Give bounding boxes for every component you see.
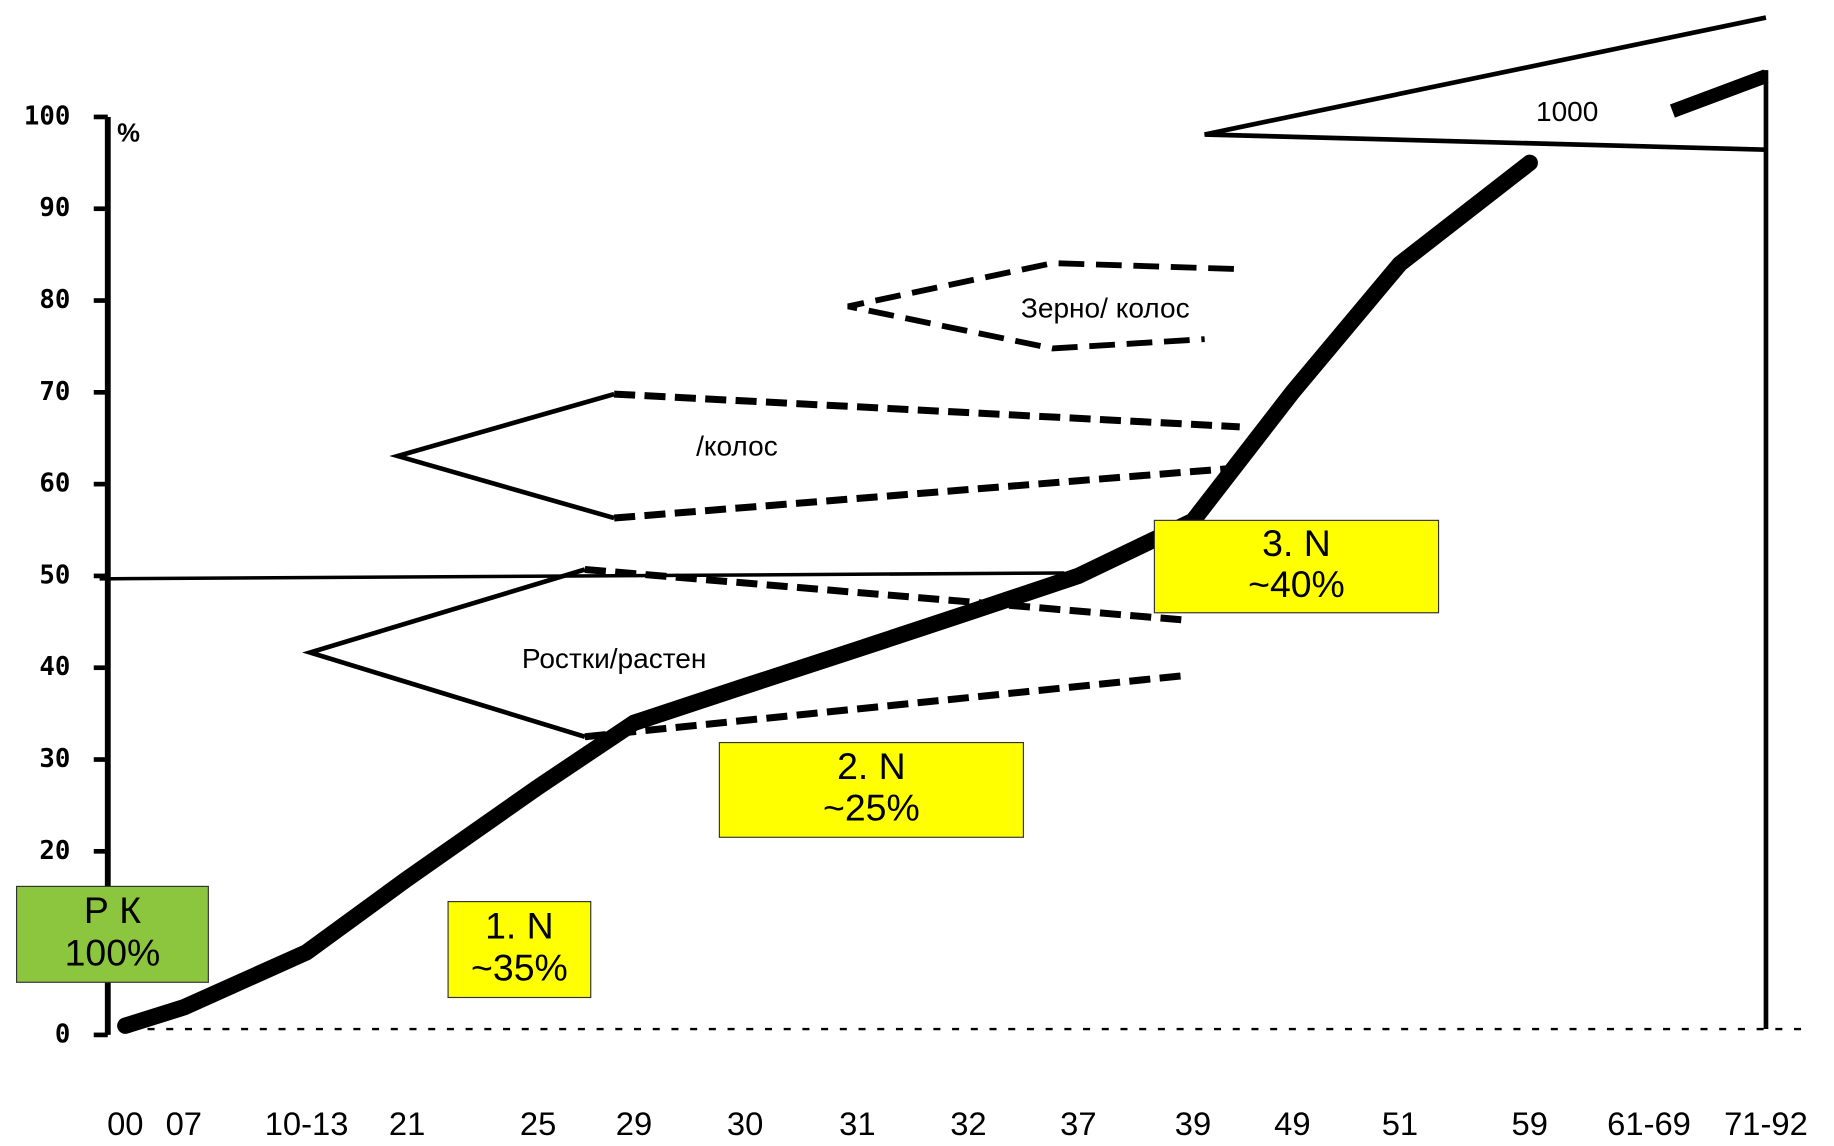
annotation: /колос (696, 430, 778, 461)
x-tick-label: 29 (616, 1105, 652, 1142)
info-box-text: ~35% (471, 947, 568, 989)
annotation: Ростки/растен (522, 643, 707, 674)
wedge (398, 394, 614, 518)
page: {"chart_data": {"type": "line", "y_unit"… (0, 0, 1834, 1146)
wedge-thick (1672, 76, 1766, 111)
wedge (1205, 18, 1766, 150)
x-tick-label: 39 (1175, 1105, 1211, 1142)
x-tick-label: 37 (1060, 1105, 1096, 1142)
info-box-text: 3. N (1262, 522, 1331, 564)
y-tick-label: 0 (55, 1019, 70, 1049)
y-tick-label: 30 (39, 744, 70, 774)
y-tick-label: 20 (39, 836, 70, 866)
annotation: 1000 (1536, 96, 1598, 127)
x-tick-label: 00 (107, 1105, 143, 1142)
x-tick-label: 71-92 (1724, 1105, 1808, 1142)
x-tick-label: 49 (1274, 1105, 1310, 1142)
reference-line (100, 573, 1065, 579)
info-box-text: ~40% (1248, 563, 1345, 605)
y-tick-label: 70 (39, 377, 70, 407)
annotation: Зерно/ колос (1021, 292, 1190, 323)
y-tick-label: 80 (39, 285, 70, 315)
info-box-text: 100% (65, 931, 161, 973)
x-tick-label: 51 (1382, 1105, 1418, 1142)
info-box-text: ~25% (823, 787, 920, 829)
info-box-text: 2. N (837, 745, 906, 787)
x-tick-label: 07 (166, 1105, 202, 1142)
x-tick-label: 32 (950, 1105, 986, 1142)
x-tick-label: 61-69 (1607, 1105, 1691, 1142)
x-tick-label: 10-13 (265, 1105, 349, 1142)
y-tick-label: 50 (39, 560, 70, 590)
x-tick-label: 30 (727, 1105, 763, 1142)
y-tick-label: 40 (39, 652, 70, 682)
schematic-wedges (100, 18, 1801, 1030)
y-tick-label: 90 (39, 193, 70, 223)
x-tick-label: 21 (389, 1105, 425, 1142)
x-tick-label: 31 (839, 1105, 875, 1142)
chart: % Зерно/ колос /колос Ростки/растен 1000… (0, 0, 1834, 1146)
y-tick-label: 100 (24, 101, 70, 131)
x-tick-label: 59 (1512, 1105, 1548, 1142)
info-box-text: 1. N (485, 904, 554, 946)
info-box-text: Р К (84, 889, 141, 931)
y-unit: % (117, 119, 140, 147)
y-tick-label: 60 (39, 469, 70, 499)
x-tick-label: 25 (520, 1105, 556, 1142)
